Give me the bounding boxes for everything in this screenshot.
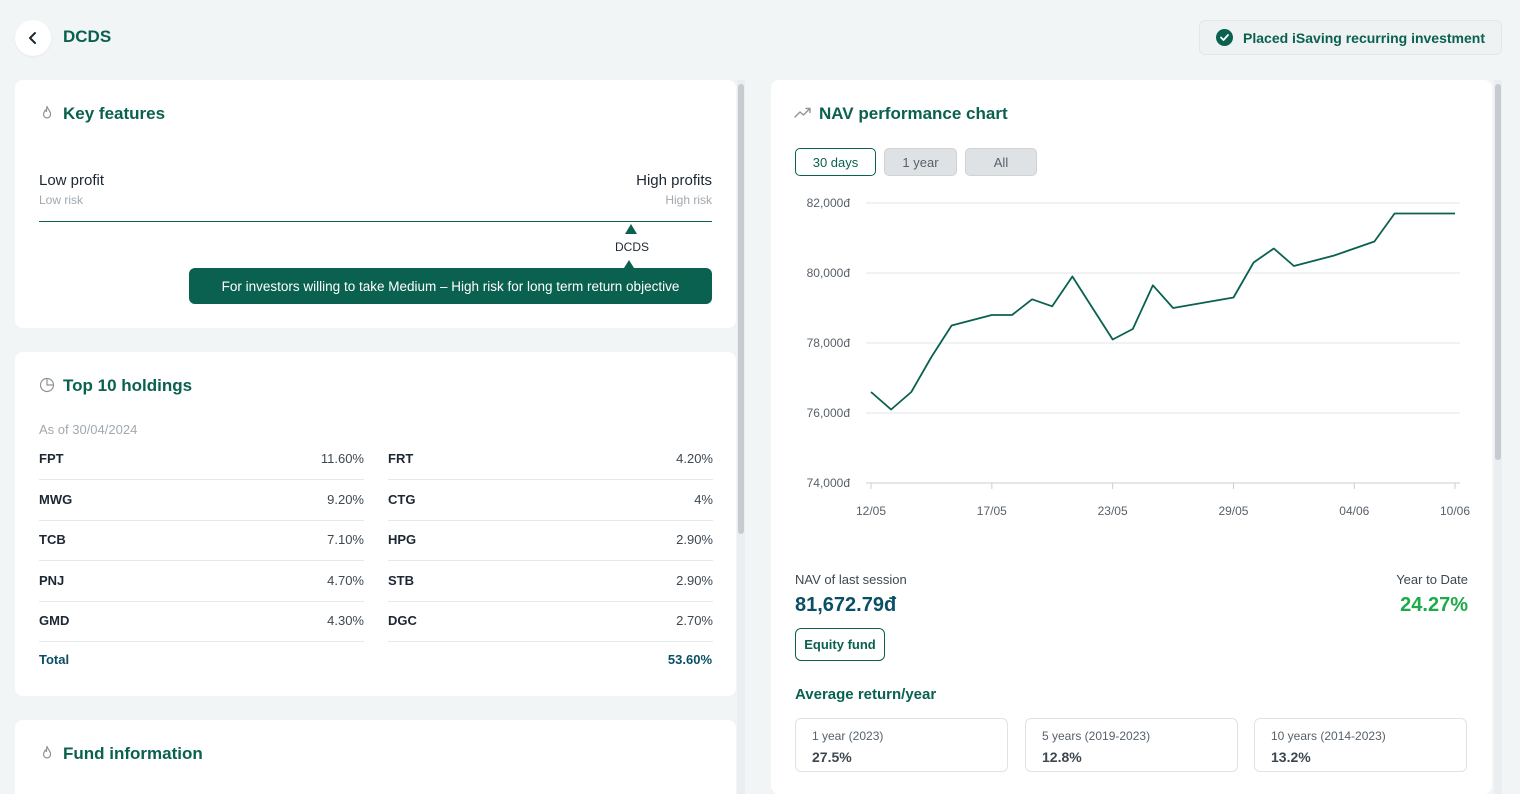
return-card-10-years: 10 years (2014-2023) 13.2% — [1254, 718, 1467, 772]
holding-row: HPG 2.90% — [388, 520, 713, 561]
left-scrollbar-thumb[interactable] — [738, 84, 744, 534]
trending-up-icon — [794, 107, 811, 118]
fund-info-card: Fund information — [15, 720, 736, 794]
holding-percent: 4.70% — [327, 573, 364, 589]
nav-label: NAV of last session — [795, 572, 907, 587]
holding-percent: 2.70% — [676, 613, 713, 629]
holding-percent: 4.30% — [327, 613, 364, 629]
low-profit-label: Low profit — [39, 172, 105, 189]
nav-chart-card[interactable]: NAV performance chart 30 days 1 year All… — [771, 80, 1492, 794]
chart-title: NAV performance chart — [819, 104, 1008, 123]
holding-symbol: MWG — [39, 492, 73, 508]
holding-percent: 7.10% — [327, 532, 364, 548]
y-tick-label: 82,000đ — [807, 196, 851, 210]
x-tick-label: 17/05 — [977, 504, 1007, 518]
x-tick-label: 04/06 — [1339, 504, 1369, 518]
holding-percent: 2.90% — [676, 532, 713, 548]
check-circle-icon — [1216, 29, 1234, 46]
risk-marker-label: DCDS — [614, 240, 649, 254]
return-value: 13.2% — [1271, 749, 1311, 765]
y-tick-label: 80,000đ — [807, 266, 851, 280]
return-period-label: 10 years (2014-2023) — [1271, 729, 1386, 743]
holding-percent: 4% — [694, 492, 713, 508]
return-value: 27.5% — [812, 749, 852, 765]
return-card-5-years: 5 years (2019-2023) 12.8% — [1025, 718, 1238, 772]
x-tick-label: 12/05 — [856, 504, 886, 518]
holding-row: MWG 9.20% — [39, 480, 364, 521]
ytd-label: Year to Date — [1396, 572, 1468, 587]
nav-value: 81,672.79đ — [795, 594, 897, 616]
holding-row: FPT 11.60% — [39, 439, 364, 480]
x-tick-label: 23/05 — [1098, 504, 1128, 518]
tooltip-arrow — [624, 260, 634, 268]
holding-symbol: DGC — [388, 613, 417, 629]
nav-series-line — [870, 212, 1455, 411]
holding-row: TCB 7.10% — [39, 520, 364, 561]
holding-percent: 9.20% — [327, 492, 364, 508]
holding-symbol: HPG — [388, 532, 417, 548]
total-label: Total — [39, 652, 70, 667]
risk-tooltip: For investors willing to take Medium – H… — [189, 268, 712, 304]
tab-1-year[interactable]: 1 year — [884, 148, 957, 176]
status-badge[interactable]: Placed iSaving recurring investment — [1199, 20, 1502, 55]
holding-percent: 11.60% — [320, 451, 364, 467]
return-value: 12.8% — [1042, 749, 1082, 765]
holdings-total-row: Total 53.60% — [39, 652, 712, 667]
tab-all[interactable]: All — [965, 148, 1037, 176]
average-return-title: Average return/year — [795, 686, 937, 703]
holding-symbol: TCB — [39, 532, 66, 548]
page-title: DCDS — [63, 27, 112, 46]
holding-row: PNJ 4.70% — [39, 561, 364, 602]
x-tick-label: 29/05 — [1218, 504, 1248, 518]
total-value: 53.60% — [667, 652, 712, 667]
holdings-card: Top 10 holdings — [15, 352, 736, 696]
holding-symbol: CTG — [388, 492, 416, 508]
left-column[interactable]: Key features Low profit Low risk High pr… — [15, 80, 736, 794]
holding-symbol: FRT — [388, 451, 414, 467]
low-risk-label: Low risk — [39, 193, 84, 207]
chevron-left-icon — [29, 32, 36, 44]
y-tick-label: 76,000đ — [807, 406, 851, 420]
y-tick-label: 74,000đ — [807, 476, 851, 490]
risk-marker-icon — [625, 224, 637, 234]
holdings-as-of: As of 30/04/2024 — [39, 422, 138, 437]
fund-info-title: Fund information — [63, 744, 203, 763]
holding-percent: 2.90% — [676, 573, 713, 589]
holding-row: STB 2.90% — [388, 561, 713, 602]
ytd-value: 24.27% — [1400, 594, 1468, 616]
top-bar: DCDS Placed iSaving recurring investment — [0, 0, 1520, 76]
holdings-title: Top 10 holdings — [63, 376, 193, 395]
key-features-card: Key features Low profit Low risk High pr… — [15, 80, 736, 328]
holding-symbol: GMD — [39, 613, 70, 629]
period-tabs: 30 days 1 year All — [795, 148, 1037, 176]
right-scrollbar-thumb[interactable] — [1495, 84, 1501, 460]
return-card-1-year: 1 year (2023) 27.5% — [795, 718, 1008, 772]
holding-row: DGC 2.70% — [388, 601, 713, 642]
key-features-title: Key features — [63, 104, 166, 123]
holding-symbol: FPT — [39, 451, 64, 467]
holding-percent: 4.20% — [676, 451, 713, 467]
tab-30-days[interactable]: 30 days — [795, 148, 876, 176]
fire-icon — [42, 745, 52, 759]
risk-scale-line — [39, 221, 712, 222]
holding-row: GMD 4.30% — [39, 601, 364, 642]
fund-type-badge: Equity fund — [795, 628, 885, 661]
y-tick-label: 78,000đ — [807, 336, 851, 350]
x-tick-label: 10/06 — [1440, 504, 1470, 518]
pie-chart-icon — [39, 377, 55, 393]
holding-row: CTG 4% — [388, 480, 713, 521]
status-text: Placed iSaving recurring investment — [1243, 29, 1485, 46]
return-period-label: 5 years (2019-2023) — [1042, 729, 1151, 743]
holding-symbol: PNJ — [39, 573, 65, 589]
back-button[interactable] — [15, 20, 51, 56]
nav-line-chart[interactable]: 74,000đ 76,000đ 78,000đ 80,000đ 82,000đ 12/05… — [771, 190, 1492, 540]
holding-symbol: STB — [388, 573, 414, 589]
fire-icon — [42, 105, 52, 119]
holding-row: FRT 4.20% — [388, 439, 713, 480]
high-profit-label: High profits — [636, 172, 712, 189]
return-period-label: 1 year (2023) — [812, 729, 884, 743]
high-risk-label: High risk — [665, 193, 712, 207]
